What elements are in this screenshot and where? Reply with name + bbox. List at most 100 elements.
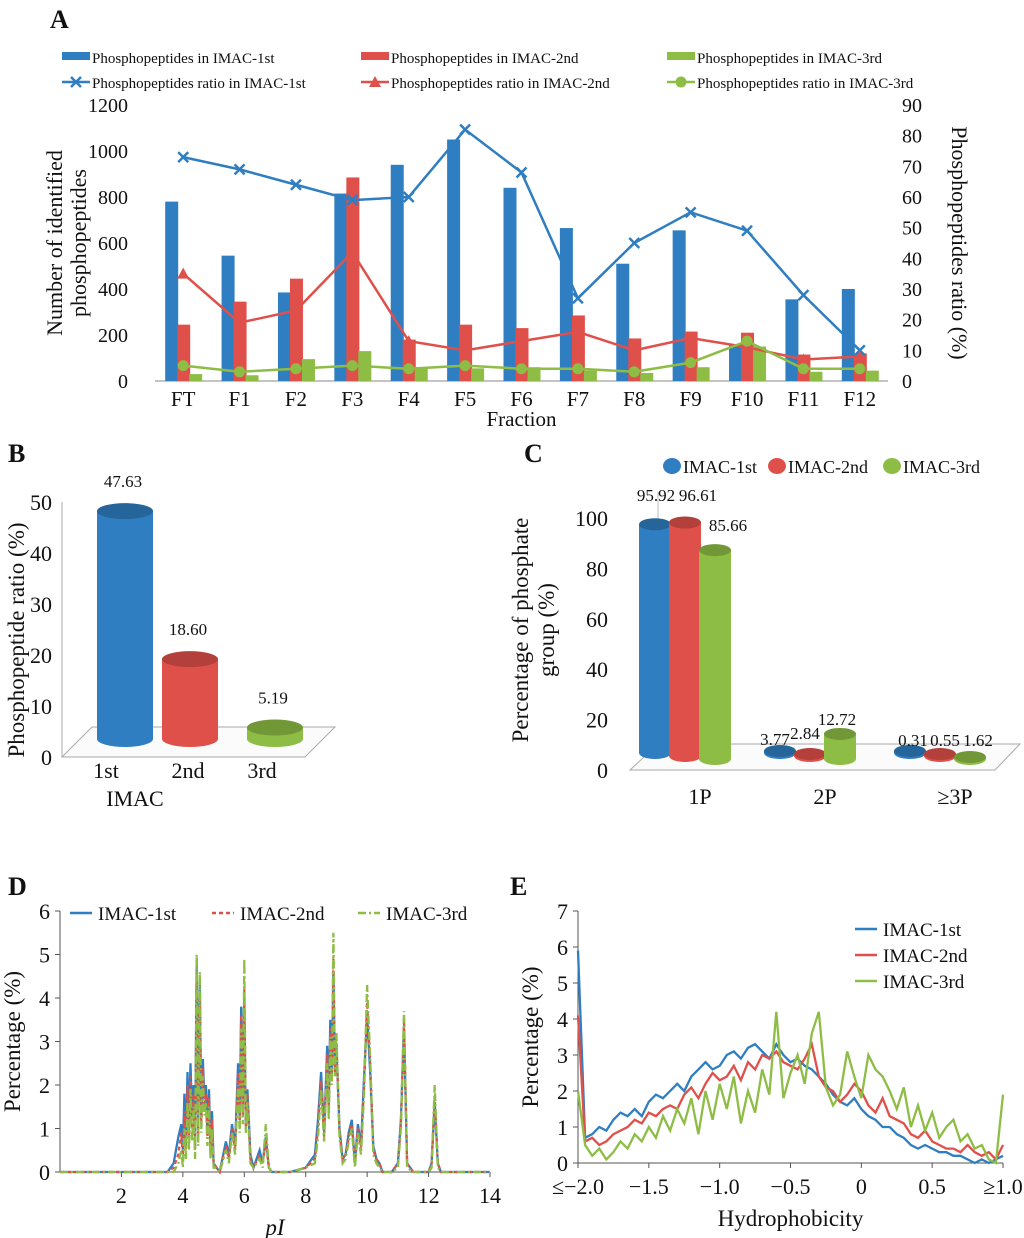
y-tick-label: 2: [39, 1073, 50, 1098]
y-axis-title: Number of identifiedphosphopeptides: [42, 150, 91, 336]
y-tick-label: 6: [39, 899, 50, 924]
bar-s1: [165, 201, 179, 381]
legend-marker: [70, 76, 82, 88]
panel-label-d: D: [8, 872, 27, 901]
y-axis-title-line: group (%): [534, 583, 559, 677]
ratio-point-s1: [402, 191, 415, 203]
y2-tick-label: 30: [902, 279, 922, 301]
legend-label: IMAC-1st: [883, 920, 962, 941]
y-tick-label: 6: [557, 935, 568, 960]
legend-label: Phosphopeptides in IMAC-1st: [92, 51, 275, 67]
y-tick-label: 60: [586, 607, 608, 632]
legend-label: IMAC-2nd: [883, 946, 968, 967]
y-tick-label: 40: [586, 657, 608, 682]
y-axis-title: Phosphopeptide ratio (%): [4, 522, 29, 757]
legend-label: IMAC-3rd: [903, 457, 980, 477]
chart-c: 0 20 40 60 80 100 95.92 3.77 0.31 96.61 2.84 0.55 85…: [508, 457, 1022, 809]
chart-e: 0 1 2 3 4 5 6 7 ≤−2.0 −1.5 −1.0 −0.5 0 0.5 ≥1.0 Hydroph…: [518, 899, 1023, 1231]
ratio-point-s3: [290, 363, 302, 375]
legend-label: IMAC-3rd: [386, 904, 468, 925]
cylinder-bar-top: [699, 544, 731, 557]
y-tick-label: 20: [30, 643, 52, 668]
legend-label: IMAC-2nd: [240, 904, 325, 925]
y-tick-label: 1: [39, 1117, 50, 1142]
y-tick-label: 20: [586, 708, 608, 733]
y-tick-label: 30: [30, 592, 52, 617]
cylinder-bar-top: [794, 748, 826, 760]
bar-s1: [277, 292, 291, 381]
bar-s3: [696, 367, 710, 381]
y-tick-label: 1000: [88, 141, 128, 163]
x-tick-label: F10: [731, 387, 764, 411]
ratio-point-s1: [233, 163, 246, 176]
bar-s3: [414, 367, 428, 381]
ratio-point-s2: [346, 246, 359, 258]
ratio-point-s1: [628, 237, 641, 249]
ratio-point-s3: [234, 366, 246, 378]
data-label: 0.55: [930, 731, 960, 750]
data-label: 12.72: [818, 710, 856, 729]
x-tick-label: 10: [356, 1183, 378, 1208]
y2-axis-title: Phosphopeptides ratio (%): [947, 126, 972, 359]
cylinder-bar-top: [247, 719, 303, 736]
cylinder-bar-top: [764, 745, 796, 757]
ratio-point-s3: [177, 360, 189, 372]
ratio-point-s3: [403, 363, 415, 375]
bar-s3: [753, 346, 767, 381]
y2-tick-label: 60: [902, 187, 922, 209]
series-line-s2: [576, 1015, 1005, 1162]
cylinder-bar-top: [894, 745, 926, 757]
ratio-point-s1: [572, 292, 584, 305]
bar-s1: [447, 139, 461, 381]
ratio-point-s3: [459, 360, 471, 372]
legend-label: Phosphopeptides in IMAC-3rd: [697, 51, 882, 67]
legend-swatch-bar: [62, 52, 90, 60]
ratio-point-s3: [572, 363, 584, 375]
data-label: 5.19: [258, 689, 288, 708]
x-tick-label: F7: [567, 387, 589, 411]
data-label: 3.77: [760, 730, 790, 749]
x-tick-label: F3: [341, 387, 363, 411]
data-label: 2.84: [790, 724, 820, 743]
bar-s3: [301, 359, 315, 381]
cylinder-bar-top: [639, 518, 671, 531]
series-line-s3: [60, 932, 490, 1175]
y-tick-label: 0: [118, 371, 128, 393]
x-tick-label: F12: [843, 387, 876, 411]
x-tick-label: 2nd: [172, 758, 205, 783]
data-label: 85.66: [709, 516, 747, 535]
x-tick-label: −1.0: [700, 1174, 740, 1199]
cylinder-bar-top: [669, 516, 701, 529]
x-axis-title: pI: [263, 1215, 286, 1238]
y-tick-label: 0: [39, 1160, 50, 1185]
cylinder-bar-body: [669, 522, 701, 762]
y-tick-label: 400: [98, 279, 128, 301]
cylinder-bar-body: [97, 511, 153, 747]
ratio-point-s3: [628, 366, 640, 378]
legend-label: Phosphopeptides ratio in IMAC-2nd: [391, 76, 610, 92]
x-axis-title: IMAC: [106, 786, 163, 811]
x-tick-label: F8: [623, 387, 645, 411]
y-axis-title-line: Percentage of phosphate: [508, 518, 533, 743]
ratio-point-s3: [685, 357, 697, 369]
bar-s3: [189, 374, 203, 381]
x-tick-label: 2P: [813, 784, 836, 809]
x-tick-label: −0.5: [771, 1174, 811, 1199]
ratio-point-s1: [177, 151, 190, 164]
legend-label: IMAC-3rd: [883, 972, 965, 993]
bar-s3: [583, 370, 597, 381]
ratio-point-s1: [459, 123, 471, 136]
bar-s1: [729, 344, 743, 381]
y-tick-label: 50: [30, 490, 52, 515]
legend-swatch: [663, 458, 681, 474]
y-tick-label: 200: [98, 325, 128, 347]
x-tick-label: 8: [300, 1183, 311, 1208]
bar-s1: [221, 255, 235, 381]
legend-label: Phosphopeptides in IMAC-2nd: [391, 51, 579, 67]
y-tick-label: 0: [557, 1151, 568, 1176]
y-tick-label: 800: [98, 187, 128, 209]
bar-s3: [471, 368, 485, 381]
ratio-point-s3: [516, 363, 527, 375]
y-tick-label: 80: [586, 556, 608, 581]
ratio-point-s2: [233, 316, 246, 328]
